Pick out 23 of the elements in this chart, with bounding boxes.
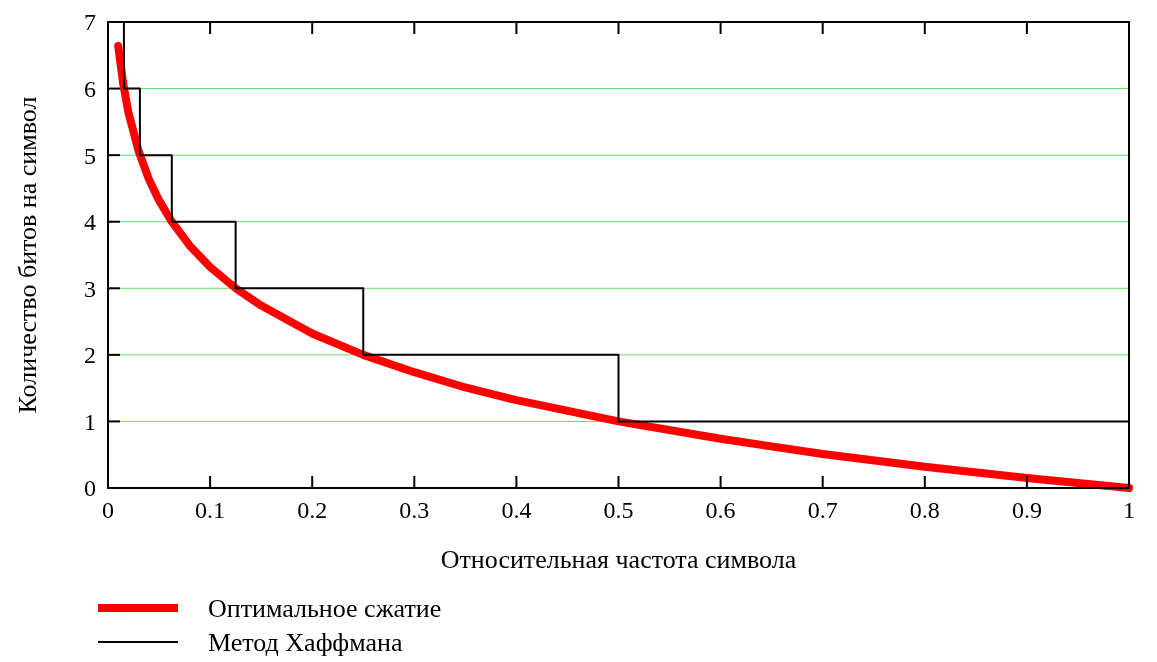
y-axis-title: Количество битов на символ [13,96,42,414]
x-tick-label: 0.3 [399,497,430,523]
y-tick-label: 5 [84,142,96,169]
y-tick-label: 7 [84,9,96,36]
y-tick-label: 6 [84,75,96,102]
x-tick-label: 0.5 [603,497,634,523]
x-tick-label: 0.1 [195,497,226,523]
x-tick-label: 0.7 [807,497,838,523]
y-tick-label: 2 [84,342,96,369]
x-tick-label: 0.2 [297,497,328,523]
x-tick-label: 1 [1123,497,1135,523]
y-tick-label: 1 [84,408,96,435]
x-tick-label: 0.4 [501,497,532,523]
x-tick-label: 0 [102,497,114,523]
x-tick-label: 0.8 [909,497,940,523]
y-tick-label: 4 [84,209,96,236]
legend-label: Метод Хаффмана [208,628,403,658]
x-axis-title: Относительная частота символа [440,545,797,574]
x-tick-label: 0.6 [705,497,736,523]
x-tick-label: 0.9 [1011,497,1042,523]
y-tick-label: 3 [84,275,96,302]
y-tick-label: 0 [84,475,96,502]
legend-label: Оптимальное сжатие [208,594,442,624]
